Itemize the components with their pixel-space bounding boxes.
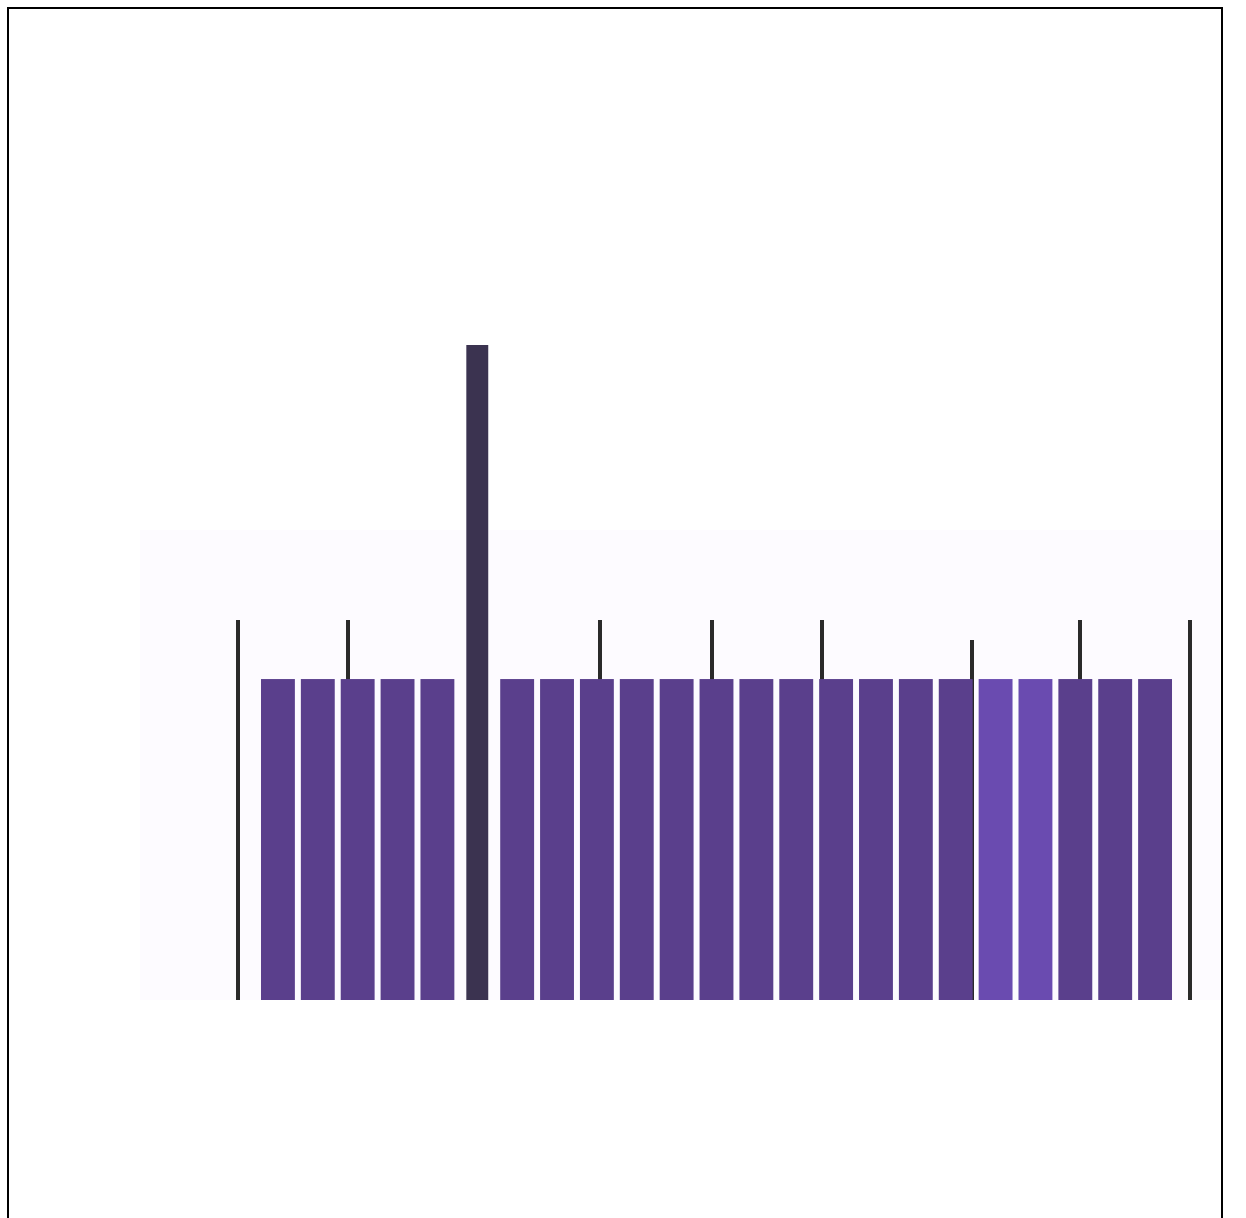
bar — [340, 679, 375, 1000]
bar — [659, 679, 694, 1000]
bar — [1018, 679, 1053, 1000]
bar — [859, 679, 893, 1000]
bar — [260, 679, 295, 1000]
bar — [466, 345, 489, 1000]
bar — [1138, 679, 1173, 1000]
bar — [739, 679, 774, 1000]
bar — [779, 679, 814, 1000]
bar — [420, 679, 455, 1000]
bar — [619, 679, 654, 1000]
bar — [1058, 679, 1093, 1000]
bar — [579, 679, 614, 1000]
bar — [699, 679, 734, 1000]
bar — [1098, 679, 1133, 1000]
bar — [978, 679, 1013, 1000]
bar — [938, 679, 973, 1000]
bar — [500, 679, 535, 1000]
bar — [819, 679, 854, 1000]
bar — [300, 679, 335, 1000]
bar — [898, 679, 933, 1000]
bar — [540, 679, 574, 1000]
bar — [380, 679, 415, 1000]
